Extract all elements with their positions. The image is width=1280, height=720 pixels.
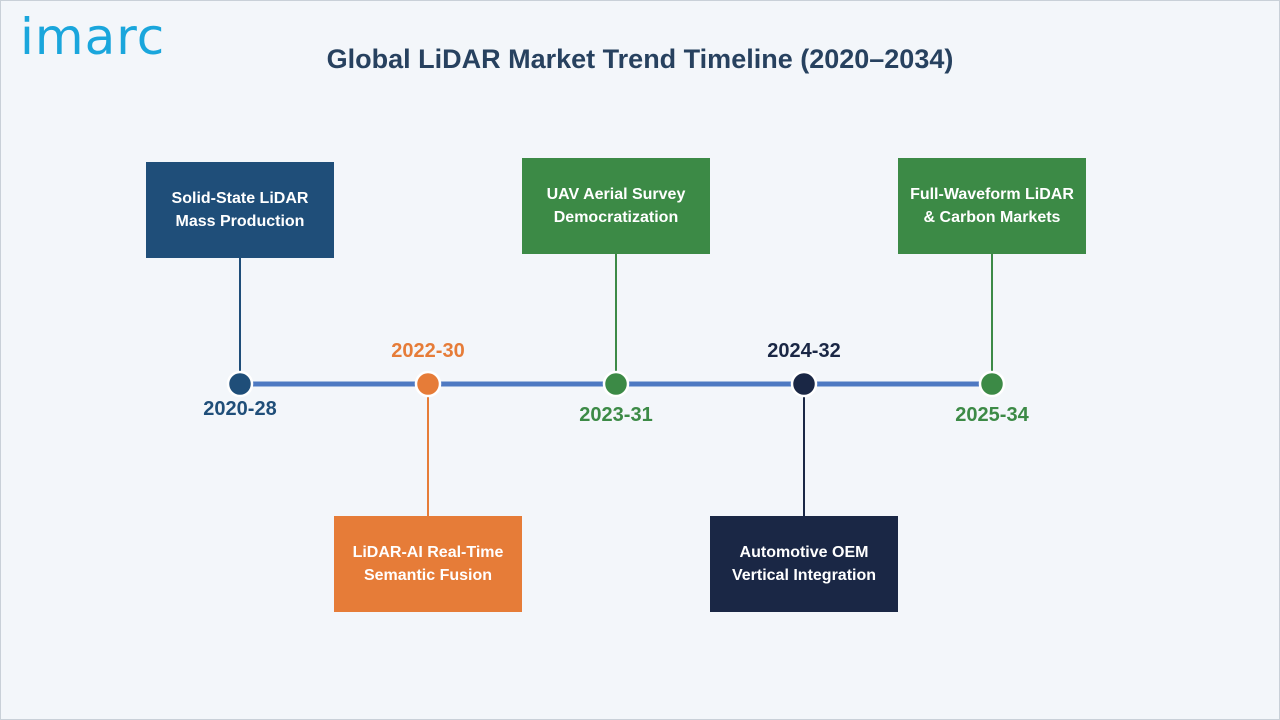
timeline-connectors — [239, 254, 993, 516]
milestone-year: 2025-34 — [955, 404, 1029, 426]
milestone-box: Solid-State LiDAR Mass Production — [146, 162, 334, 258]
page-title: Global LiDAR Market Trend Timeline (2020… — [0, 44, 1280, 75]
milestone-box: LiDAR-AI Real-Time Semantic Fusion — [334, 516, 522, 612]
milestone-dot — [414, 370, 442, 398]
timeline-dots — [226, 370, 1006, 398]
milestone-box: Full-Waveform LiDAR & Carbon Markets — [898, 158, 1086, 254]
milestone-year: 2020-28 — [203, 398, 277, 420]
milestone-box: Automotive OEM Vertical Integration — [710, 516, 898, 612]
milestone-year: 2023-31 — [579, 404, 653, 426]
milestone-year: 2024-32 — [767, 340, 841, 362]
milestone-dot — [602, 370, 630, 398]
page-title-text: Global LiDAR Market Trend Timeline (2020… — [326, 44, 954, 74]
imarc-logo: imarc — [20, 8, 166, 66]
milestone-dot — [790, 370, 818, 398]
milestone-dot — [978, 370, 1006, 398]
milestone-year: 2022-30 — [391, 340, 465, 362]
milestone-box: UAV Aerial Survey Democratization — [522, 158, 710, 254]
milestone-dot — [226, 370, 254, 398]
